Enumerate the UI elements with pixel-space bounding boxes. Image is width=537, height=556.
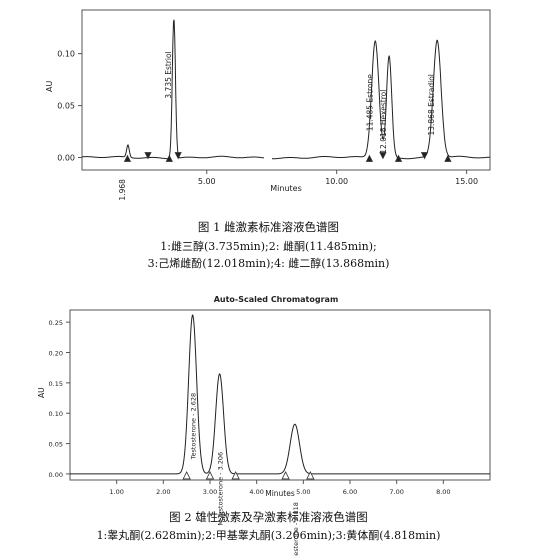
fig2-y-tick-label: 0.15: [49, 380, 63, 388]
fig1-peak-label: 3.735 Estriol: [164, 51, 173, 98]
fig2-y-tick-label: 0.05: [49, 441, 63, 449]
fig2-x-tick-label: 3.00: [203, 488, 217, 496]
fig2-peak-label: Progesterone - 4.818: [292, 502, 300, 556]
fig2-integration-marker: [231, 471, 240, 480]
fig2-integration-marker: [306, 471, 315, 480]
fig1-y-tick-label: 0.00: [57, 154, 75, 163]
fig1-integration-marker: [365, 154, 374, 162]
fig2-y-tick-label: 0.20: [49, 350, 63, 358]
fig1-x-tick-label: 10.00: [325, 177, 348, 186]
fig2-x-tick-label: 1.00: [109, 488, 123, 496]
fig2-chart-title: Auto-Scaled Chromatogram: [214, 295, 339, 304]
figure-2-caption-title: 图 2 雄性激素及孕激素标准溶液色谱图: [169, 510, 368, 524]
fig1-y-tick-label: 0.05: [57, 102, 75, 111]
fig2-x-tick-label: 7.00: [389, 488, 403, 496]
fig2-x-tick-label: 8.00: [436, 488, 450, 496]
figure-1-chromatogram: 0.00 0.05 0.10 5.00 10.00 15.00 1.968 3.735 E…: [45, 9, 491, 201]
fig2-x-tick-label: 5.00: [296, 488, 310, 496]
fig1-y-tick-label: 0.10: [57, 50, 75, 59]
fig2-x-axis-label: Minutes: [265, 489, 295, 498]
fig1-integration-marker: [379, 152, 387, 160]
fig2-y-axis-label: AU: [37, 387, 46, 398]
fig2-x-tick-label: 4.00: [249, 488, 263, 496]
fig2-y-tick-label: 0.10: [49, 410, 63, 418]
fig1-peak-label: 12.018 Hexestrol: [379, 90, 388, 154]
fig1-integration-marker: [144, 152, 152, 160]
fig1-integration-marker: [123, 154, 132, 162]
fig2-integration-marker: [281, 471, 290, 480]
fig2-peak-label: M-Testosterone - 3.206: [217, 452, 225, 526]
figure-1-caption-line-2: 3:己烯雌酚(12.018min);4: 雌二醇(13.868min): [147, 257, 390, 270]
fig1-peak-label: 11.485 Estrone: [365, 74, 374, 131]
figure-2-chromatogram: Auto-Scaled Chromatogram 0.00 0.05 0.10 0.1…: [37, 295, 491, 556]
fig1-chromatogram-trace: [82, 19, 490, 160]
fig1-integration-marker: [165, 154, 173, 162]
fig2-y-tick-label: 0.00: [49, 471, 63, 479]
fig2-x-tick-label: 2.00: [156, 488, 170, 496]
fig2-peak-label: Testosterone - 2.628: [190, 393, 198, 460]
fig1-x-axis-label: Minutes: [270, 184, 302, 193]
fig2-y-tick-label: 0.25: [49, 319, 63, 327]
fig1-integration-marker: [174, 152, 182, 160]
fig2-plot-frame: [69, 309, 491, 481]
fig1-peak-label: 1.968: [118, 179, 127, 201]
fig2-x-tick-label: 6.00: [343, 488, 357, 496]
figure-1-caption-title: 图 1 雌激素标准溶液色谱图: [197, 220, 340, 234]
figure-2-caption-line-1: 1:睾丸酮(2.628min);2:甲基睾丸酮(3.206min);3:黄体酮(…: [96, 529, 441, 542]
fig1-integration-marker: [394, 154, 403, 162]
fig1-plot-frame: [81, 9, 491, 171]
fig1-peak-label: 13.868 Estradiol: [427, 74, 436, 135]
figure-1-caption-line-1: 1:雌三醇(3.735min);2: 雌酮(11.485min);: [160, 240, 377, 253]
fig1-y-axis-label: AU: [45, 81, 54, 92]
fig1-x-tick-label: 5.00: [198, 177, 216, 186]
fig2-chromatogram-trace: [70, 314, 490, 475]
fig1-integration-marker: [420, 152, 429, 160]
fig2-integration-marker: [205, 471, 215, 480]
fig2-integration-marker: [182, 471, 191, 480]
fig1-integration-marker: [444, 154, 452, 162]
fig1-x-tick-label: 15.00: [455, 177, 478, 186]
